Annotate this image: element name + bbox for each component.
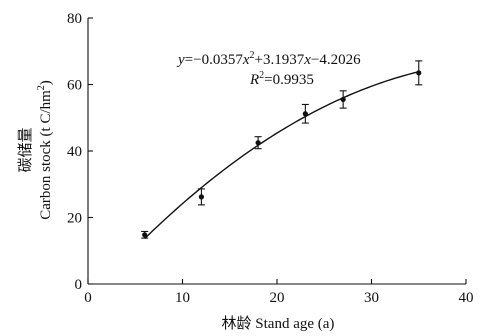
data-point [416,70,422,76]
y-title-sup: 2 [36,85,47,90]
y-tick-label: 20 [67,211,82,227]
x-tick-label: 20 [270,290,285,306]
eq-x2: x [303,52,311,68]
y-tick-label: 80 [67,11,82,27]
r2-r: R [249,72,259,88]
r-squared: R2=0.9935 [249,70,314,88]
x-tick-label: 10 [175,290,190,306]
eq-y: y [176,52,185,68]
y-title-post: ) [38,80,54,85]
y-tick-label: 0 [75,277,83,293]
fit-curve [144,71,419,240]
data-point [255,140,261,146]
y-axis-title-cn: 碳储量 [17,127,34,172]
data-point [142,232,148,238]
y-title-pre: Carbon stock (t C/hm [38,90,54,220]
eq-part2: +3.1937 [255,52,305,68]
x-tick-label: 40 [459,290,474,306]
x-tick-label: 0 [84,290,92,306]
y-axis-title-en: Carbon stock (t C/hm2) [36,80,54,220]
data-point [198,194,204,200]
fit-curve-layer [144,71,419,240]
x-tick-label: 30 [364,290,379,306]
eq-part1: =−0.0357 [185,52,244,68]
y-axis-ticks: 0 20 40 60 80 [67,11,93,293]
y-tick-label: 60 [67,78,82,94]
eq-x1: x [242,52,250,68]
y-tick-label: 40 [67,144,82,160]
x-axis-title: 林龄 Stand age (a) [222,315,335,332]
eq-sup: 2 [250,50,255,61]
data-point [340,96,346,103]
y-axis-title-en-group: Carbon stock (t C/hm2) [36,80,54,220]
r2-value: =0.9935 [264,72,314,88]
data-point [302,111,308,117]
eq-part3: −4.2026 [311,52,361,68]
data-points-layer [141,60,423,239]
fit-equation: y=−0.0357x2+3.1937x−4.2026 [176,50,361,68]
y-axis-title-cn-group: 碳储量 [17,127,34,172]
r2-sup: 2 [259,70,264,81]
x-axis-ticks: 0 10 20 30 40 [84,279,474,306]
